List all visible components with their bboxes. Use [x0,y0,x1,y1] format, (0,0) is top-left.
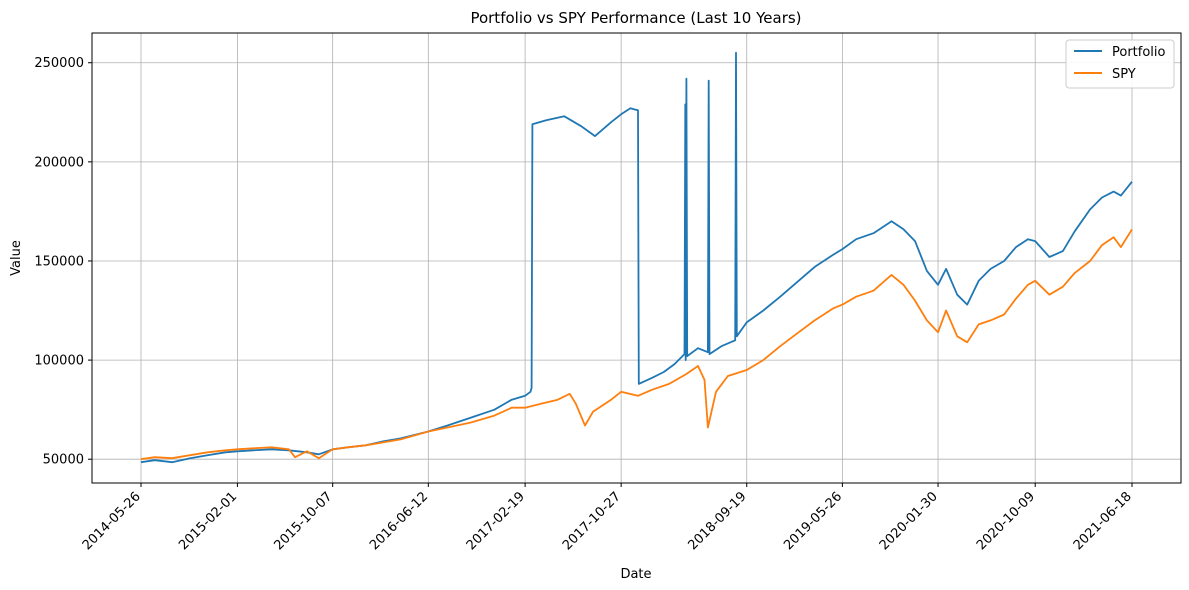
y-tick-label: 50000 [43,453,84,468]
series-line-spy [140,228,1133,461]
plot-frame [91,32,1182,484]
y-tick-label: 100000 [34,354,84,369]
grid-lines [92,33,1181,483]
legend: Portfolio SPY [1065,39,1175,89]
y-tick-label: 200000 [34,155,84,170]
y-axis-title: Value [9,240,24,276]
y-axis-ticks: 50000 100000 150000 200000 250000 [34,56,92,468]
y-tick-label: 150000 [34,254,84,269]
series-layer [140,51,1133,464]
y-tick-label: 250000 [34,56,84,71]
legend-label-portfolio: Portfolio [1112,45,1166,60]
x-axis-title: Date [620,567,651,582]
legend-label-spy: SPY [1112,67,1136,82]
chart-title: Portfolio vs SPY Performance (Last 10 Ye… [470,9,801,27]
